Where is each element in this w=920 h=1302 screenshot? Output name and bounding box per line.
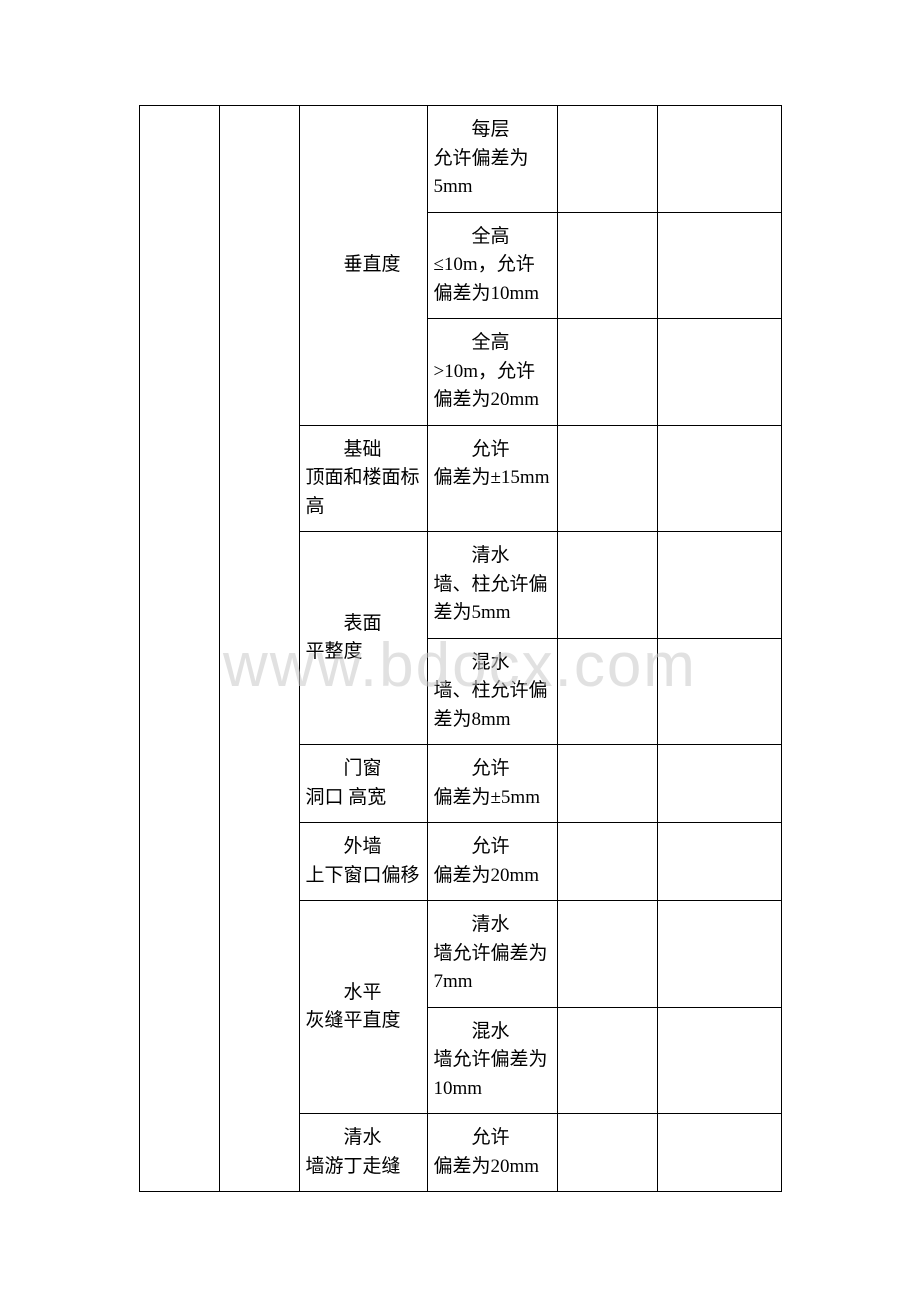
cell-text: 偏差为20mm bbox=[434, 862, 551, 891]
cell-text: 偏差为20mm bbox=[434, 1153, 551, 1182]
cell-col6 bbox=[657, 901, 781, 1008]
cell-text: 全高 bbox=[434, 329, 551, 358]
cell-text: 墙、柱允许偏差为8mm bbox=[434, 677, 551, 734]
cell-col2 bbox=[219, 106, 299, 1192]
cell-text: 垂直度 bbox=[306, 251, 421, 280]
cell-col3: 表面 平整度 bbox=[299, 532, 427, 745]
cell-text: 混水 bbox=[434, 649, 551, 678]
cell-col6 bbox=[657, 1007, 781, 1114]
cell-text: 允许 bbox=[434, 755, 551, 784]
cell-col5 bbox=[557, 823, 657, 901]
table-row: 垂直度 每层 允许偏差为 5mm bbox=[139, 106, 781, 213]
cell-col4: 允许 偏差为±5mm bbox=[427, 745, 557, 823]
cell-text: 灰缝平直度 bbox=[306, 1007, 421, 1036]
cell-text: 墙允许偏差为 7mm bbox=[434, 940, 551, 997]
cell-col6 bbox=[657, 638, 781, 745]
cell-col6 bbox=[657, 106, 781, 213]
cell-col4: 清水 墙允许偏差为 7mm bbox=[427, 901, 557, 1008]
cell-col5 bbox=[557, 532, 657, 639]
cell-text: 平整度 bbox=[306, 638, 421, 667]
cell-col5 bbox=[557, 638, 657, 745]
cell-col6 bbox=[657, 425, 781, 532]
cell-text: 墙游丁走缝 bbox=[306, 1153, 421, 1182]
cell-col4: 允许 偏差为±15mm bbox=[427, 425, 557, 532]
cell-col4: 允许 偏差为20mm bbox=[427, 1114, 557, 1192]
cell-col6 bbox=[657, 319, 781, 426]
cell-col4: 每层 允许偏差为 5mm bbox=[427, 106, 557, 213]
cell-text: 混水 bbox=[434, 1018, 551, 1047]
cell-text: 表面 bbox=[306, 610, 421, 639]
cell-text: 允许 bbox=[434, 1124, 551, 1153]
cell-text: 上下窗口偏移 bbox=[306, 862, 421, 891]
cell-col4: 混水 墙、柱允许偏差为8mm bbox=[427, 638, 557, 745]
cell-text: 偏差为±5mm bbox=[434, 784, 551, 813]
cell-text: 允许 bbox=[434, 833, 551, 862]
cell-col3: 外墙 上下窗口偏移 bbox=[299, 823, 427, 901]
cell-text: 外墙 bbox=[306, 833, 421, 862]
cell-col5 bbox=[557, 212, 657, 319]
cell-col4: 允许 偏差为20mm bbox=[427, 823, 557, 901]
cell-col6 bbox=[657, 212, 781, 319]
cell-col3: 基础 顶面和楼面标高 bbox=[299, 425, 427, 532]
page: www.bdocx.com 垂直度 每层 允许偏差为 5mm bbox=[0, 0, 920, 1302]
cell-col5 bbox=[557, 319, 657, 426]
cell-col3: 门窗 洞口 高宽 bbox=[299, 745, 427, 823]
table-container: 垂直度 每层 允许偏差为 5mm 全高 ≤10m，允许偏差为10mm bbox=[0, 105, 920, 1192]
cell-col3: 清水 墙游丁走缝 bbox=[299, 1114, 427, 1192]
cell-text: 洞口 高宽 bbox=[306, 784, 421, 813]
cell-col5 bbox=[557, 1114, 657, 1192]
cell-col3: 水平 灰缝平直度 bbox=[299, 901, 427, 1114]
cell-text: 清水 bbox=[306, 1124, 421, 1153]
cell-col6 bbox=[657, 745, 781, 823]
cell-text: 基础 bbox=[306, 436, 421, 465]
cell-col5 bbox=[557, 745, 657, 823]
cell-col5 bbox=[557, 425, 657, 532]
spec-table: 垂直度 每层 允许偏差为 5mm 全高 ≤10m，允许偏差为10mm bbox=[139, 105, 782, 1192]
cell-text: ≤10m，允许偏差为10mm bbox=[434, 251, 551, 308]
cell-text: >10m，允许偏差为20mm bbox=[434, 358, 551, 415]
cell-text: 每层 bbox=[434, 116, 551, 145]
cell-text: 清水 bbox=[434, 911, 551, 940]
cell-text: 墙允许偏差为10mm bbox=[434, 1046, 551, 1103]
cell-col1 bbox=[139, 106, 219, 1192]
cell-text: 全高 bbox=[434, 223, 551, 252]
cell-col4: 全高 >10m，允许偏差为20mm bbox=[427, 319, 557, 426]
cell-text: 门窗 bbox=[306, 755, 421, 784]
cell-col5 bbox=[557, 106, 657, 213]
cell-text: 允许 bbox=[434, 436, 551, 465]
cell-col6 bbox=[657, 532, 781, 639]
cell-col6 bbox=[657, 823, 781, 901]
cell-text: 允许偏差为 5mm bbox=[434, 145, 551, 202]
cell-text: 水平 bbox=[306, 979, 421, 1008]
cell-col4: 全高 ≤10m，允许偏差为10mm bbox=[427, 212, 557, 319]
cell-col6 bbox=[657, 1114, 781, 1192]
cell-col4: 混水 墙允许偏差为10mm bbox=[427, 1007, 557, 1114]
cell-text: 偏差为±15mm bbox=[434, 464, 551, 493]
cell-text: 墙、柱允许偏差为5mm bbox=[434, 571, 551, 628]
cell-col4: 清水 墙、柱允许偏差为5mm bbox=[427, 532, 557, 639]
cell-col3: 垂直度 bbox=[299, 106, 427, 426]
cell-col5 bbox=[557, 1007, 657, 1114]
cell-text: 顶面和楼面标高 bbox=[306, 464, 421, 521]
cell-col5 bbox=[557, 901, 657, 1008]
cell-text: 清水 bbox=[434, 542, 551, 571]
